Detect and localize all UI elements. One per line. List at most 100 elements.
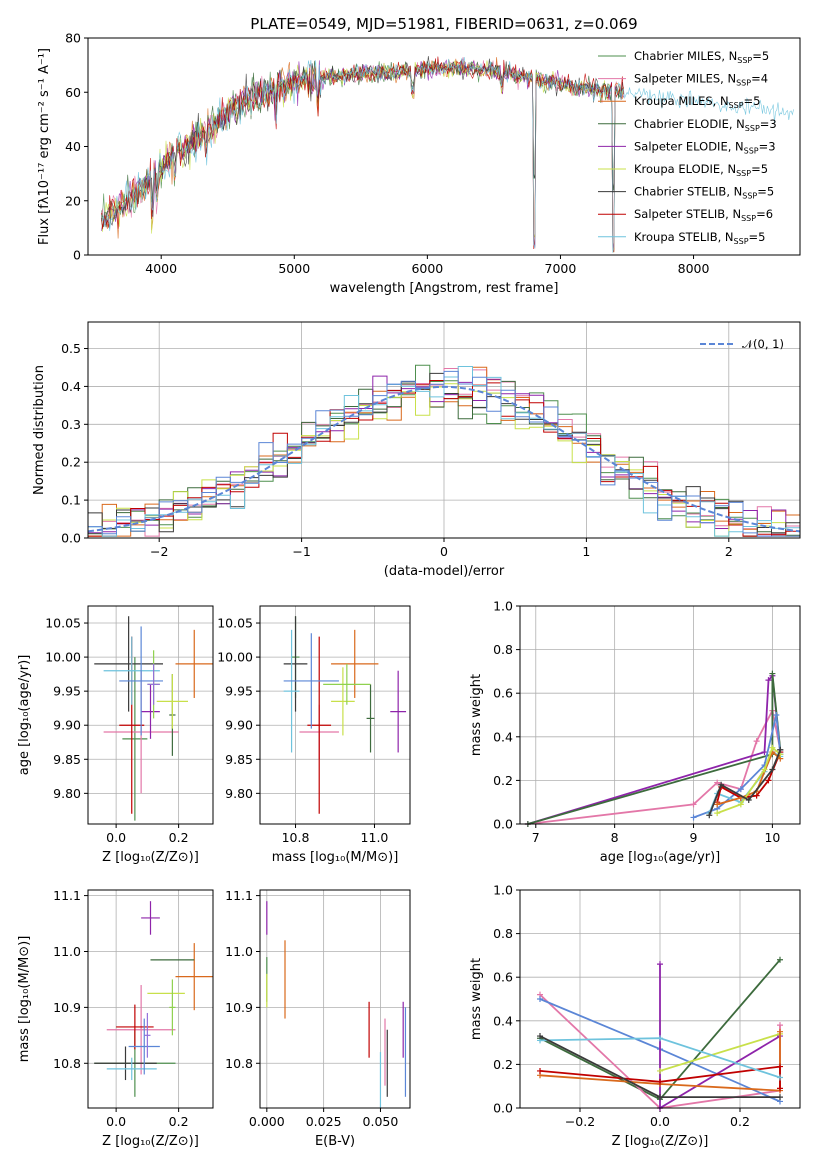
- y-tick-label: 0.0: [493, 817, 513, 832]
- y-tick-label: 0.4: [493, 729, 513, 744]
- y-tick-label: 10.9: [225, 1000, 253, 1015]
- y-tick-label: 9.80: [53, 786, 81, 801]
- axes-frame: [87, 321, 801, 539]
- y-tick-label: 0.4: [61, 379, 81, 394]
- weight-line: [539, 1031, 781, 1092]
- weight-marker: [690, 814, 697, 821]
- x-tick-label: 9: [690, 830, 698, 845]
- weight-marker: [657, 1078, 663, 1085]
- x-axis-label: age [log₁₀(age/yr)]: [600, 850, 721, 865]
- axes-frame: [259, 889, 411, 1109]
- y-tick-label: 10.05: [45, 616, 81, 631]
- weight-marker: [737, 786, 744, 793]
- weight-marker: [777, 1074, 783, 1081]
- x-axis-label: E(B-V): [315, 1134, 355, 1149]
- y-tick-label: 0.2: [493, 773, 513, 788]
- x-tick-label: 0.0: [650, 1114, 670, 1129]
- plot-area: [94, 901, 213, 1097]
- weight-marker: [657, 1035, 663, 1042]
- histogram-panel: −2 −1 0 1 2 0.0 0.1 0.2 0.3 0.4 0.5 (data-model)/er…: [32, 321, 801, 579]
- weight-marker: [769, 670, 776, 677]
- plot-area: 𝒩(0, 1): [87, 337, 801, 537]
- spectrum-line: [101, 56, 624, 228]
- y-tick-label: 10.00: [45, 650, 81, 665]
- age_mass-panel: 10.8 11.0 9.80 9.85 9.90 9.95 10.00 10.05 mass […: [217, 605, 411, 865]
- y-tick-label: 40: [65, 139, 81, 154]
- spectrum-line: [101, 60, 624, 229]
- spectrum-line: [101, 57, 794, 253]
- y-tick-label: 10.8: [225, 1056, 253, 1071]
- weight-marker: [777, 1022, 783, 1029]
- weight-marker: [765, 677, 772, 684]
- x-tick-label: 0.050: [363, 1114, 399, 1129]
- y-tick-label: 0.0: [493, 1101, 513, 1116]
- x-tick-label: 0.0: [106, 830, 126, 845]
- plot-area: [94, 616, 213, 821]
- weight-marker: [714, 779, 721, 786]
- weight-marker: [765, 777, 772, 784]
- plot-area: [283, 616, 407, 814]
- legend-entry: Salpeter ELODIE, NSSP=3: [634, 139, 776, 155]
- weight-marker: [714, 801, 721, 808]
- y-tick-label: 9.85: [53, 752, 81, 767]
- x-tick-label: −0.2: [565, 1114, 595, 1129]
- weight-marker: [657, 1094, 663, 1101]
- y-tick-label: 9.90: [53, 718, 81, 733]
- plot-area: [524, 670, 784, 827]
- spectrum-panel: 4000 5000 6000 7000 8000 0 20 40 60 80 wavelength …: [37, 31, 801, 296]
- plot-area: [266, 901, 407, 1108]
- y-tick-label: 10.9: [53, 1000, 81, 1015]
- weight-marker: [777, 1028, 783, 1035]
- weight-marker: [777, 1063, 783, 1070]
- weight_Z-panel: −0.2 0.0 0.2 0.0 0.2 0.4 0.6 0.8 1.0 Z [log₁₀(Z/Z…: [469, 883, 801, 1149]
- plot-area: Chabrier MILES, NSSP=5 Salpeter MILES, NS…: [101, 49, 794, 253]
- weight-marker: [777, 1094, 783, 1101]
- axes-frame: [87, 605, 214, 825]
- weight-line: [693, 714, 782, 819]
- y-tick-label: 60: [65, 85, 81, 100]
- x-tick-label: 7: [532, 830, 540, 845]
- chart-layer: 4000 5000 6000 7000 8000020406080wavelength …: [17, 31, 801, 1149]
- histogram-step: [88, 375, 800, 537]
- weight-marker: [745, 797, 752, 804]
- weight-marker: [537, 1067, 543, 1074]
- legend-entry: Kroupa ELODIE, NSSP=5: [634, 162, 768, 178]
- x-tick-label: 0.0: [106, 1114, 126, 1129]
- x-axis-label: Z [log₁₀(Z/Z⊙)]: [102, 850, 199, 865]
- weight-marker: [753, 738, 760, 745]
- y-axis-label: mass weight: [469, 958, 484, 1040]
- spectrum-line: [101, 60, 624, 253]
- axes-frame: [519, 889, 801, 1109]
- y-tick-label: 11.1: [53, 888, 81, 903]
- legend-entry: Chabrier ELODIE, NSSP=3: [634, 117, 777, 133]
- weight-marker: [690, 801, 697, 808]
- y-tick-label: 0.5: [61, 341, 81, 356]
- mass_Z-panel: 0.0 0.2 10.8 10.9 11.0 11.1 Z [log₁₀(Z/Z⊙)] mas…: [17, 888, 214, 1149]
- x-tick-label: −1: [292, 544, 310, 559]
- y-tick-label: 0.2: [493, 1057, 513, 1072]
- y-tick-label: 0.6: [493, 686, 513, 701]
- x-tick-label: 0.2: [169, 830, 189, 845]
- axes-frame: [87, 37, 801, 256]
- x-axis-label: mass [log₁₀(M/M⊙)]: [272, 850, 399, 865]
- y-tick-label: 11.0: [53, 944, 81, 959]
- y-tick-label: 0.4: [493, 1013, 513, 1028]
- y-axis-label: Flux [fλ10⁻¹⁷ erg cm⁻² s⁻¹ A⁻¹]: [37, 48, 52, 245]
- histogram-step: [88, 370, 800, 537]
- y-tick-label: 11.0: [225, 944, 253, 959]
- legend-entry: Chabrier MILES, NSSP=5: [634, 49, 769, 65]
- x-axis-label: wavelength [Angstrom, rest frame]: [330, 281, 559, 296]
- legend-entry: Salpeter STELIB, NSSP=6: [634, 207, 773, 223]
- x-tick-label: 0: [440, 544, 448, 559]
- y-axis-label: mass weight: [469, 674, 484, 756]
- x-tick-label: 1: [582, 544, 590, 559]
- weight-line: [716, 751, 782, 803]
- y-axis-label: mass [log₁₀(M/M⊙)]: [17, 936, 32, 1063]
- x-tick-label: 0.2: [730, 1114, 750, 1129]
- x-tick-label: 8: [611, 830, 619, 845]
- x-tick-label: 5000: [278, 261, 310, 276]
- x-axis-label: (data-model)/error: [384, 564, 505, 579]
- x-tick-label: 8000: [678, 261, 710, 276]
- x-tick-label: 0.2: [169, 1114, 189, 1129]
